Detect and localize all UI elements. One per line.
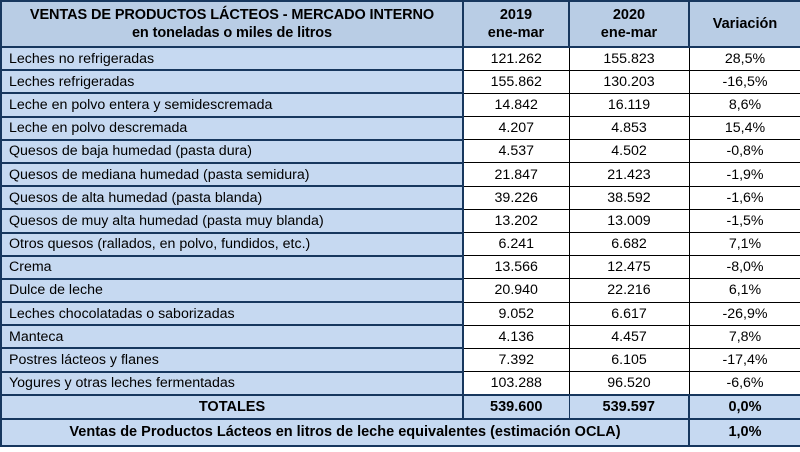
row-value-2019: 155.862 xyxy=(462,69,570,94)
header-variacion-cell: Variación xyxy=(688,0,800,48)
row-value-2020: 22.216 xyxy=(568,278,690,303)
row-label: Quesos de baja humedad (pasta dura) xyxy=(0,138,464,164)
row-value-variacion: -26,9% xyxy=(688,301,800,326)
row-value-variacion: -0,8% xyxy=(688,139,800,164)
totals-2020: 539.597 xyxy=(568,393,690,420)
row-label: Leches chocolatadas o saborizadas xyxy=(0,301,464,327)
row-value-2019: 13.566 xyxy=(462,255,570,280)
row-value-variacion: -6,6% xyxy=(688,371,800,396)
table-row: Postres lácteos y flanes 7.392 6.105 -17,4% xyxy=(0,347,800,373)
header-title-line1: VENTAS DE PRODUCTOS LÁCTEOS - MERCADO IN… xyxy=(29,6,435,23)
row-value-2020: 130.203 xyxy=(568,69,690,94)
row-value-2020: 4.457 xyxy=(568,324,690,349)
header-2019-year: 2019 xyxy=(499,6,533,23)
table-row: Leches no refrigeradas 121.262 155.823 28,5… xyxy=(0,45,800,72)
table-row: Otros quesos (rallados, en polvo, fundid… xyxy=(0,231,800,257)
row-value-2020: 6.105 xyxy=(568,347,690,373)
row-label: Otros quesos (rallados, en polvo, fundid… xyxy=(0,231,464,257)
footer-note: Ventas de Productos Lácteos en litros de… xyxy=(0,417,690,447)
row-label: Leche en polvo descremada xyxy=(0,115,464,141)
row-value-2020: 96.520 xyxy=(568,371,690,396)
row-label: Manteca xyxy=(0,324,464,350)
row-label: Leche en polvo entera y semidescremada xyxy=(0,92,464,118)
header-2019-period: ene-mar xyxy=(487,25,545,41)
row-label: Quesos de mediana humedad (pasta semidur… xyxy=(0,161,464,188)
header-2020-year: 2020 xyxy=(612,6,646,23)
row-value-2019: 20.940 xyxy=(462,278,570,303)
row-value-2019: 39.226 xyxy=(462,185,570,210)
table-footer: TOTALES 539.600 539.597 0,0% Ventas de P… xyxy=(0,393,800,447)
row-value-2020: 6.682 xyxy=(568,231,690,257)
row-value-variacion: -1,9% xyxy=(688,162,800,187)
row-label: Leches refrigeradas xyxy=(0,69,464,95)
row-value-variacion: -8,0% xyxy=(688,255,800,280)
table-row: Leches chocolatadas o saborizadas 9.052 6.… xyxy=(0,301,800,327)
row-label: Quesos de alta humedad (pasta blanda) xyxy=(0,185,464,211)
row-value-2019: 14.842 xyxy=(462,92,570,118)
header-2020-period: ene-mar xyxy=(600,25,658,41)
row-value-variacion: -1,5% xyxy=(688,208,800,234)
table-row: Yogures y otras leches fermentadas 103.28… xyxy=(0,370,800,396)
row-label: Quesos de muy alta humedad (pasta muy bl… xyxy=(0,208,464,234)
header-title-line2: en toneladas o miles de litros xyxy=(131,25,333,41)
row-value-2019: 121.262 xyxy=(462,46,570,71)
row-value-2020: 4.853 xyxy=(568,116,690,141)
row-value-2020: 38.592 xyxy=(568,185,690,210)
row-label: Leches no refrigeradas xyxy=(0,45,464,72)
row-value-2020: 155.823 xyxy=(568,46,690,71)
row-value-variacion: -1,6% xyxy=(688,185,800,210)
row-value-2019: 13.202 xyxy=(462,208,570,234)
table-row: Leches refrigeradas 155.862 130.203 -16,5% xyxy=(0,69,800,95)
row-value-variacion: 8,6% xyxy=(688,92,800,118)
table-row: Leche en polvo entera y semidescremada 14… xyxy=(0,92,800,118)
table-row: Quesos de baja humedad (pasta dura) 4.537… xyxy=(0,138,800,164)
row-value-2020: 12.475 xyxy=(568,255,690,280)
table-row: Dulce de leche 20.940 22.216 6,1% xyxy=(0,277,800,304)
header-2019-cell: 2019 ene-mar xyxy=(462,0,570,48)
totals-2019: 539.600 xyxy=(462,393,570,420)
header-2020-cell: 2020 ene-mar xyxy=(568,0,690,48)
row-value-2019: 7.392 xyxy=(462,347,570,373)
row-value-2019: 4.207 xyxy=(462,116,570,141)
table-row: Manteca 4.136 4.457 7,8% xyxy=(0,324,800,350)
table-body: Leches no refrigeradas 121.262 155.823 28,5… xyxy=(0,45,800,396)
table-row: Quesos de muy alta humedad (pasta muy bl… xyxy=(0,208,800,234)
row-value-2019: 6.241 xyxy=(462,231,570,257)
table-row: Quesos de alta humedad (pasta blanda) 39.… xyxy=(0,185,800,211)
row-label: Postres lácteos y flanes xyxy=(0,347,464,373)
row-value-variacion: -16,5% xyxy=(688,69,800,94)
row-value-2020: 13.009 xyxy=(568,208,690,234)
table-header: VENTAS DE PRODUCTOS LÁCTEOS - MERCADO IN… xyxy=(0,0,800,48)
header-title-cell: VENTAS DE PRODUCTOS LÁCTEOS - MERCADO IN… xyxy=(0,0,464,48)
totals-variacion: 0,0% xyxy=(688,393,800,420)
table-row: Leche en polvo descremada 4.207 4.853 15,4% xyxy=(0,115,800,141)
footer-variacion: 1,0% xyxy=(688,417,800,447)
row-value-variacion: 15,4% xyxy=(688,116,800,141)
row-value-2020: 4.502 xyxy=(568,139,690,164)
header-row: VENTAS DE PRODUCTOS LÁCTEOS - MERCADO IN… xyxy=(0,0,800,48)
row-value-variacion: -17,4% xyxy=(688,347,800,373)
row-label: Crema xyxy=(0,254,464,280)
row-value-variacion: 7,1% xyxy=(688,231,800,257)
row-value-2019: 103.288 xyxy=(462,371,570,396)
row-value-variacion: 6,1% xyxy=(688,278,800,303)
row-value-2020: 6.617 xyxy=(568,301,690,326)
row-value-2019: 4.537 xyxy=(462,139,570,164)
table-row: Crema 13.566 12.475 -8,0% xyxy=(0,254,800,280)
row-value-2020: 16.119 xyxy=(568,92,690,118)
row-label: Dulce de leche xyxy=(0,277,464,304)
row-value-2019: 21.847 xyxy=(462,162,570,187)
totals-label: TOTALES xyxy=(0,393,464,420)
table-row: Quesos de mediana humedad (pasta semidur… xyxy=(0,161,800,188)
totals-row: TOTALES 539.600 539.597 0,0% xyxy=(0,393,800,420)
row-value-2019: 4.136 xyxy=(462,324,570,349)
row-value-2019: 9.052 xyxy=(462,301,570,326)
row-value-variacion: 7,8% xyxy=(688,324,800,349)
row-value-2020: 21.423 xyxy=(568,162,690,187)
footer-row: Ventas de Productos Lácteos en litros de… xyxy=(0,417,800,447)
row-value-variacion: 28,5% xyxy=(688,46,800,71)
row-label: Yogures y otras leches fermentadas xyxy=(0,370,464,396)
